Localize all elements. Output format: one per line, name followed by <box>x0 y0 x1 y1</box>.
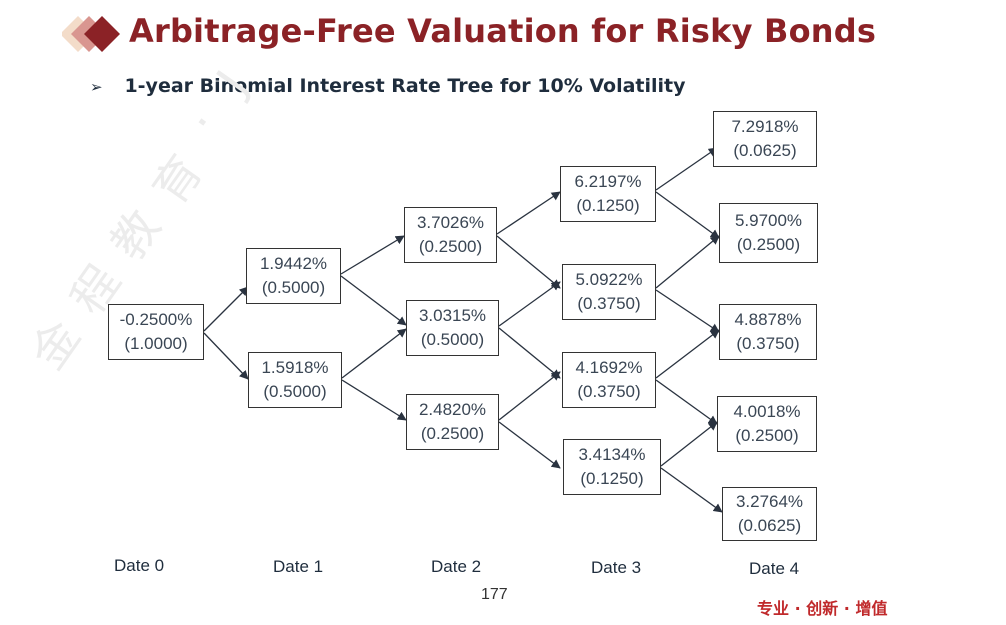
node-prob: (0.3750) <box>736 334 800 353</box>
page-number: 177 <box>481 586 508 603</box>
node-rate: 7.2918% <box>731 117 799 136</box>
tree-node: 1.9442% (0.5000) <box>246 248 341 304</box>
node-prob: (1.0000) <box>124 334 188 353</box>
node-prob: (0.5000) <box>261 278 326 297</box>
node-prob: (0.5000) <box>420 330 485 349</box>
slogan: 专业 · 创新 · 增值 <box>757 599 888 618</box>
tree-node: 3.0315% (0.5000) <box>406 300 499 356</box>
node-rate: 4.0018% <box>733 402 801 421</box>
tree-node: 3.2764% (0.0625) <box>722 487 817 541</box>
arrow-3-7 <box>496 235 561 289</box>
arrow-4-7 <box>498 281 561 327</box>
node-prob: (0.2500) <box>736 235 801 254</box>
arrow-1-4 <box>340 275 407 326</box>
node-prob: (0.3750) <box>577 294 641 313</box>
node-prob: (0.3750) <box>577 382 641 401</box>
date-label: Date 1 <box>273 557 324 576</box>
arrow-8-12 <box>655 329 720 379</box>
tree-node: 1.5918% (0.5000) <box>248 352 342 408</box>
arrow-9-13 <box>660 421 718 467</box>
tree-node: 4.8878% (0.3750) <box>719 304 817 360</box>
node-rate: 1.9442% <box>259 254 328 273</box>
subtitle-row: ➢ 1-year Binomial Interest Rate Tree for… <box>90 75 686 97</box>
tree-node: 3.4134% (0.1250) <box>563 439 661 495</box>
node-rate: 3.2764% <box>735 492 804 511</box>
node-prob: (0.5000) <box>263 382 327 401</box>
node-rate: 3.0315% <box>418 306 487 325</box>
arrow-0-1 <box>203 286 249 332</box>
date-label: Date 4 <box>749 559 800 578</box>
node-rate: 4.8878% <box>734 310 802 329</box>
node-rate: 3.4134% <box>578 445 646 464</box>
node-prob: (0.0625) <box>733 141 797 160</box>
arrow-7-12 <box>655 289 720 333</box>
arrow-2-5 <box>341 379 407 421</box>
node-rate: 6.2197% <box>574 172 642 191</box>
node-prob: (0.2500) <box>735 426 799 445</box>
logo-diamonds-icon <box>62 16 120 52</box>
node-rate: 5.9700% <box>734 211 803 230</box>
arrow-4-8 <box>498 327 561 379</box>
arrow-6-11 <box>655 191 720 239</box>
tree-node: 4.1692% (0.3750) <box>562 352 656 408</box>
node-prob: (0.1250) <box>580 469 644 488</box>
arrow-5-9 <box>498 421 561 469</box>
node-rate: 5.0922% <box>575 270 643 289</box>
tree-node: 2.4820% (0.2500) <box>406 394 499 450</box>
node-prob: (0.2500) <box>420 424 485 443</box>
node-prob: (0.1250) <box>576 196 640 215</box>
arrow-1-3 <box>340 235 405 275</box>
arrow-7-11 <box>655 235 720 289</box>
date-label: Date 2 <box>431 557 482 576</box>
tree-node: 7.2918% (0.0625) <box>713 111 817 167</box>
tree-node: 5.0922% (0.3750) <box>562 264 656 320</box>
tree-node: 4.0018% (0.2500) <box>717 396 817 452</box>
node-rate: 1.5918% <box>261 358 329 377</box>
tree-node: 5.9700% (0.2500) <box>719 203 818 263</box>
node-rate: 2.4820% <box>418 400 487 419</box>
bullet-arrow-icon: ➢ <box>90 79 103 96</box>
tree-node: 3.7026% (0.2500) <box>404 207 497 263</box>
node-rate: 3.7026% <box>416 213 485 232</box>
arrow-0-2 <box>203 332 249 380</box>
arrow-5-8 <box>498 371 561 421</box>
node-prob: (0.2500) <box>418 237 483 256</box>
tree-node: 6.2197% (0.1250) <box>560 166 656 222</box>
date-label: Date 0 <box>114 556 165 575</box>
arrow-9-14 <box>660 467 723 513</box>
node-rate: -0.2500% <box>119 310 193 329</box>
arrow-3-6 <box>496 191 561 235</box>
tree-node: -0.2500% (1.0000) <box>108 304 204 360</box>
node-rate: 4.1692% <box>575 358 643 377</box>
arrow-2-4 <box>341 328 407 379</box>
date-label: Date 3 <box>591 558 642 577</box>
slide-title: Arbitrage-Free Valuation for Risky Bonds <box>129 12 877 50</box>
arrow-8-13 <box>655 379 718 425</box>
subtitle: 1-year Binomial Interest Rate Tree for 1… <box>124 75 686 97</box>
arrow-6-10 <box>655 147 718 191</box>
node-prob: (0.0625) <box>737 516 802 535</box>
